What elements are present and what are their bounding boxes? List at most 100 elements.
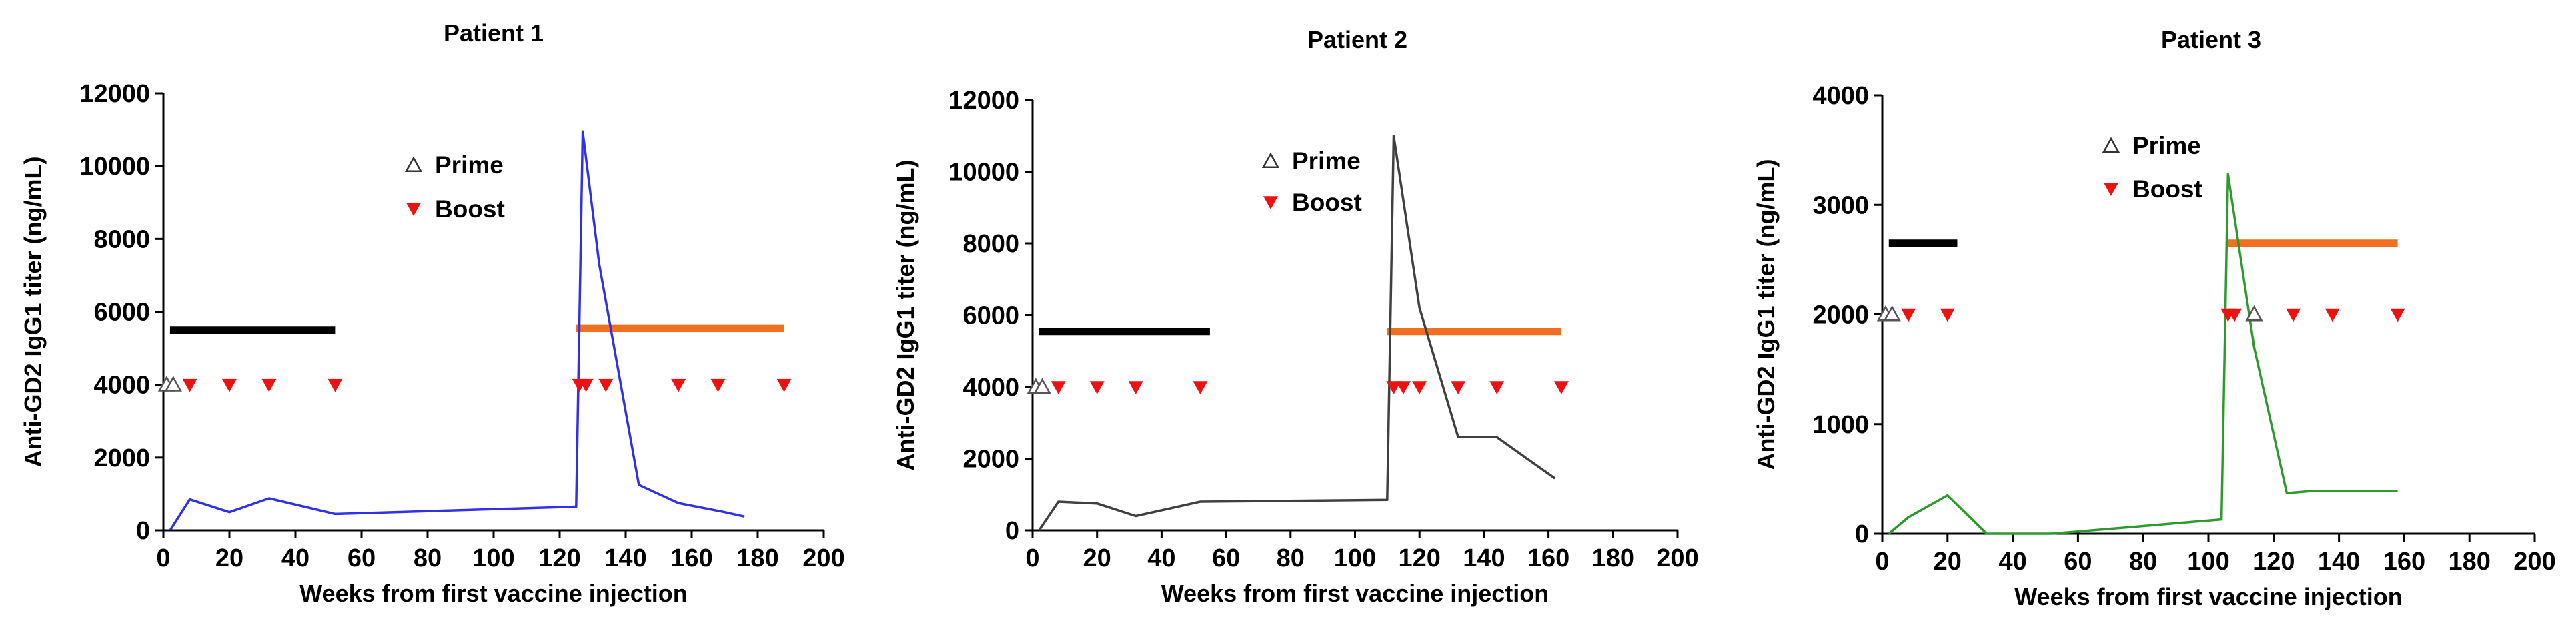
- x-tick-label: 120: [538, 544, 580, 572]
- boost-marker: [222, 378, 237, 392]
- y-tick-label: 10000: [948, 159, 1019, 187]
- boost-marker: [1412, 381, 1427, 394]
- x-tick-label: 140: [604, 544, 646, 572]
- boost-marker: [1193, 381, 1208, 394]
- y-tick-label: 2000: [962, 446, 1019, 474]
- x-axis-label: Weeks from first vaccine injection: [1161, 580, 1549, 607]
- boost-marker: [1386, 381, 1401, 394]
- boost-marker: [776, 378, 792, 392]
- x-tick-label: 40: [1147, 544, 1175, 572]
- boost-marker: [1051, 381, 1066, 394]
- y-tick-label: 4000: [93, 372, 150, 400]
- boost-marker: [671, 378, 686, 392]
- x-tick-label: 60: [2064, 548, 2092, 576]
- x-tick-label: 200: [802, 544, 844, 572]
- x-tick-label: 100: [472, 544, 514, 572]
- boost-marker: [1451, 381, 1466, 394]
- chart-panel-3: Patient 3 0 1000 2000 3000 4000 0 20 40 60 80 100 12…: [1752, 26, 2556, 610]
- legend-prime-label: Prime: [435, 151, 504, 179]
- legend-boost-icon: [1263, 196, 1278, 209]
- x-tick-label: 160: [2383, 548, 2425, 576]
- boost-marker: [328, 378, 343, 392]
- titer-series-line: [1038, 135, 1556, 531]
- x-tick-label: 0: [156, 544, 170, 572]
- x-tick-label: 0: [1875, 548, 1889, 576]
- x-tick-label: 20: [1083, 544, 1111, 572]
- x-tick-label: 80: [2129, 548, 2157, 576]
- y-axis-label: Anti-GD2 IgG1 titer (ng/mL): [19, 157, 47, 468]
- x-tick-label: 20: [1934, 548, 1962, 576]
- x-tick-label: 200: [1656, 544, 1698, 572]
- x-tick-label: 0: [1025, 544, 1039, 572]
- boost-marker: [1489, 381, 1505, 394]
- x-tick-label: 40: [1998, 548, 2026, 576]
- x-tick-label: 160: [670, 544, 712, 572]
- y-tick-label: 6000: [93, 299, 150, 327]
- x-tick-label: 180: [2448, 548, 2490, 576]
- boost-marker: [1553, 381, 1569, 394]
- legend-prime-icon: [404, 156, 423, 173]
- x-tick-label: 160: [1527, 544, 1569, 572]
- y-tick-label: 0: [1855, 520, 1869, 548]
- x-tick-label: 40: [281, 544, 309, 572]
- x-axis-label: Weeks from first vaccine injection: [299, 580, 688, 607]
- x-tick-label: 180: [736, 544, 778, 572]
- y-tick-label: 3000: [1812, 191, 1869, 219]
- x-tick-label: 120: [2252, 548, 2295, 576]
- legend-boost-label: Boost: [2132, 175, 2202, 203]
- boost-marker: [1396, 381, 1411, 394]
- y-tick-label: 8000: [962, 230, 1019, 258]
- boost-marker: [182, 378, 197, 392]
- legend-boost-icon: [2104, 183, 2118, 196]
- y-axis-label: Anti-GD2 IgG1 titer (ng/mL): [892, 160, 919, 471]
- y-tick-label: 1000: [1812, 411, 1869, 439]
- titer-series-line: [169, 130, 745, 531]
- boost-marker: [578, 378, 594, 392]
- y-tick-label: 12000: [79, 80, 150, 108]
- x-tick-label: 120: [1398, 544, 1440, 572]
- x-tick-label: 60: [348, 544, 376, 572]
- legend-boost-label: Boost: [1292, 189, 1362, 216]
- legend-boost-icon: [406, 203, 421, 216]
- y-tick-label: 12000: [948, 87, 1019, 115]
- boost-marker: [2390, 308, 2405, 322]
- y-tick-label: 4000: [1812, 82, 1869, 110]
- y-tick-label: 0: [1005, 517, 1019, 545]
- y-axis-label: Anti-GD2 IgG1 titer (ng/mL): [1752, 159, 1780, 470]
- x-tick-label: 20: [215, 544, 243, 572]
- boost-marker: [261, 378, 277, 392]
- chart-panel-1: Patient 1 0 2000 4000 6000 8000 10000 12000 0 20 4…: [19, 19, 845, 607]
- prime-marker: [1883, 305, 1901, 322]
- boost-marker: [2325, 308, 2340, 322]
- boost-marker: [1089, 381, 1105, 394]
- boost-marker: [1901, 308, 1916, 322]
- legend: Prime Boost: [1261, 147, 1362, 216]
- boost-marker: [598, 378, 614, 392]
- x-tick-label: 100: [2187, 548, 2229, 576]
- legend-prime-label: Prime: [2132, 132, 2201, 159]
- y-tick-label: 6000: [962, 302, 1019, 330]
- prime-marker: [1033, 378, 1051, 394]
- legend: Prime Boost: [404, 151, 505, 223]
- x-axis-label: Weeks from first vaccine injection: [2014, 583, 2403, 610]
- x-tick-label: 100: [1334, 544, 1376, 572]
- legend: Prime Boost: [2102, 132, 2202, 203]
- chart-title: Patient 3: [2161, 26, 2261, 53]
- y-tick-label: 2000: [93, 444, 150, 472]
- prime-marker: [164, 376, 182, 392]
- legend-prime-icon: [2102, 137, 2120, 153]
- boost-marker: [1128, 381, 1143, 394]
- x-tick-label: 60: [1212, 544, 1240, 572]
- chart-panel-2: Patient 2 0 2000 4000 6000 8000 10000 12000 0 20 4…: [892, 26, 1699, 607]
- titer-series-line: [1888, 173, 2398, 535]
- x-tick-label: 140: [2318, 548, 2360, 576]
- legend-prime-icon: [1261, 152, 1280, 169]
- boost-marker: [2286, 308, 2301, 322]
- prime-marker: [2245, 305, 2263, 322]
- boost-marker: [2227, 308, 2242, 322]
- y-tick-label: 0: [136, 517, 150, 545]
- x-tick-label: 200: [2513, 548, 2555, 576]
- y-tick-label: 4000: [962, 374, 1019, 402]
- x-tick-label: 180: [1592, 544, 1634, 572]
- boost-marker: [1940, 308, 1955, 322]
